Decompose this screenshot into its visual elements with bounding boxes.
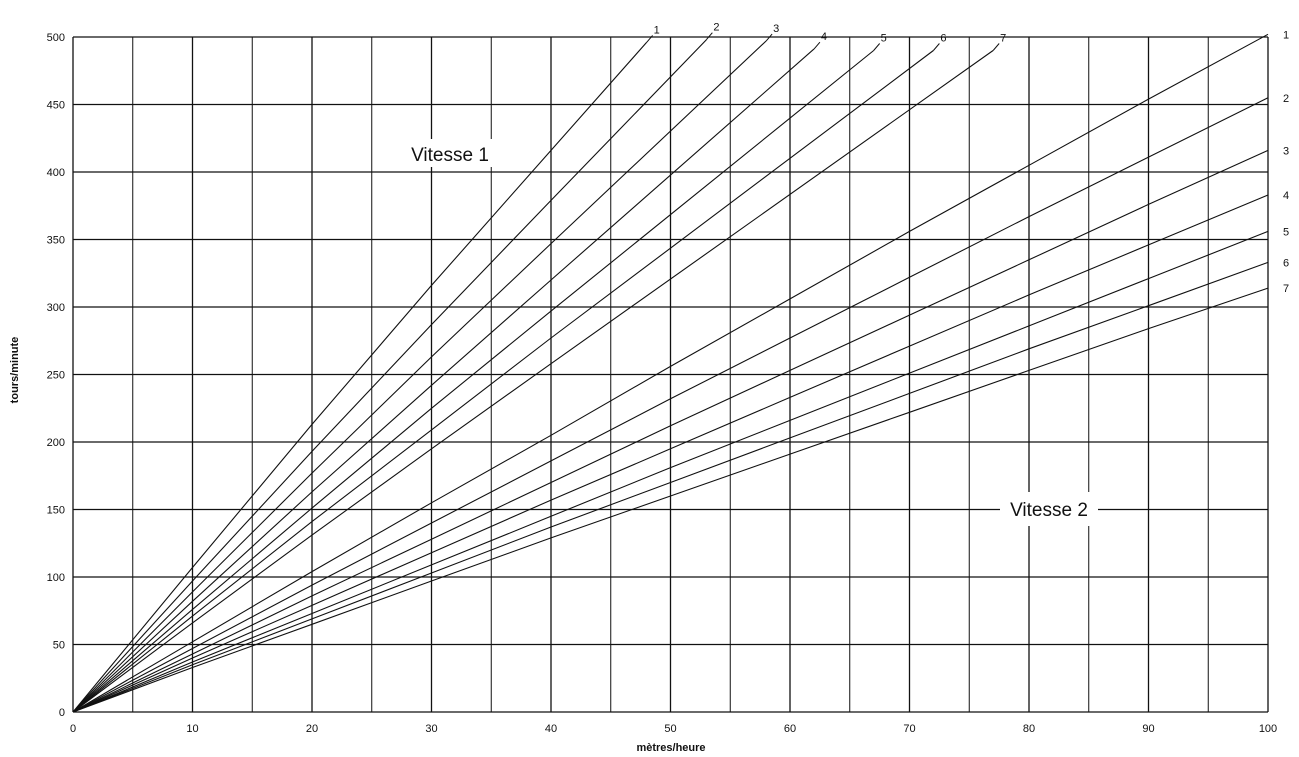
- series-label: 5: [881, 33, 887, 45]
- annotation-vitesse-2: Vitesse 2: [1010, 500, 1088, 521]
- series-label-leader: [992, 43, 1000, 51]
- y-tick-label: 350: [47, 235, 65, 247]
- series-line: [72, 48, 815, 713]
- y-tick-label: 400: [47, 167, 65, 179]
- x-tick-label: 70: [903, 723, 915, 735]
- x-tick-label: 60: [784, 723, 796, 735]
- series-line: [72, 149, 1269, 713]
- y-tick-label: 500: [47, 32, 65, 44]
- x-axis-title: mètres/heure: [636, 742, 705, 754]
- y-tick-label: 100: [47, 572, 65, 584]
- y-axis-title: tours/minute: [9, 337, 21, 404]
- series-line: [72, 33, 1269, 713]
- y-tick-label: 50: [53, 640, 65, 652]
- series-label-leader: [646, 35, 653, 43]
- series-label-leader: [933, 43, 940, 51]
- series-line: [72, 230, 1269, 713]
- x-tick-label: 100: [1259, 723, 1277, 735]
- y-tick-label: 300: [47, 302, 65, 314]
- series-label: 1: [654, 24, 660, 36]
- x-tick-label: 10: [186, 723, 198, 735]
- series-label: 2: [713, 22, 719, 34]
- tick-labels: 0 10 20 30 40 50 60 70 80 90 100 0 50 100 150 200 250 300…: [47, 32, 1278, 735]
- series-label-leader: [765, 33, 773, 42]
- series-label-leader: [873, 43, 881, 51]
- x-tick-label: 40: [545, 723, 557, 735]
- series-line: [72, 194, 1269, 713]
- series-line: [72, 287, 1269, 713]
- series-label: 6: [1283, 257, 1289, 269]
- x-tick-label: 30: [425, 723, 437, 735]
- series-label: 7: [1000, 33, 1006, 45]
- x-tick-label: 0: [70, 723, 76, 735]
- series-label-leader: [813, 41, 821, 50]
- series-label: 4: [1283, 190, 1289, 202]
- annotation-vitesse-1: Vitesse 1: [411, 145, 489, 166]
- series-line: [72, 39, 707, 713]
- series-line: [72, 42, 648, 713]
- series-label: 3: [773, 23, 779, 35]
- series-label: 2: [1283, 93, 1289, 105]
- y-tick-label: 150: [47, 505, 65, 517]
- series-label: 4: [821, 31, 827, 43]
- series-label: 6: [940, 33, 946, 45]
- y-tick-label: 0: [59, 707, 65, 719]
- series-line: [72, 40, 767, 713]
- series-label: 5: [1283, 226, 1289, 238]
- grid: [72, 36, 1269, 713]
- x-tick-label: 90: [1142, 723, 1154, 735]
- series-line: [72, 50, 934, 713]
- series-label: 7: [1283, 283, 1289, 295]
- y-tick-label: 200: [47, 437, 65, 449]
- series-lines: [72, 33, 1269, 713]
- x-tick-label: 80: [1023, 723, 1035, 735]
- x-tick-label: 50: [664, 723, 676, 735]
- series-line: [72, 50, 994, 713]
- x-tick-label: 20: [306, 723, 318, 735]
- series-line: [72, 261, 1269, 713]
- series-labels: 1 2 3 4 5 6 7 1 2 3 4 5 6 7: [646, 22, 1289, 295]
- series-label-leader: [705, 32, 713, 41]
- series-line: [72, 50, 875, 713]
- series-line: [72, 97, 1269, 713]
- y-tick-label: 450: [47, 100, 65, 112]
- series-label: 3: [1283, 145, 1289, 157]
- y-tick-label: 250: [47, 370, 65, 382]
- series-label: 1: [1283, 29, 1289, 41]
- annotation-vitesse-2-background: [1000, 492, 1098, 526]
- annotation-vitesse-1-background: [402, 139, 498, 167]
